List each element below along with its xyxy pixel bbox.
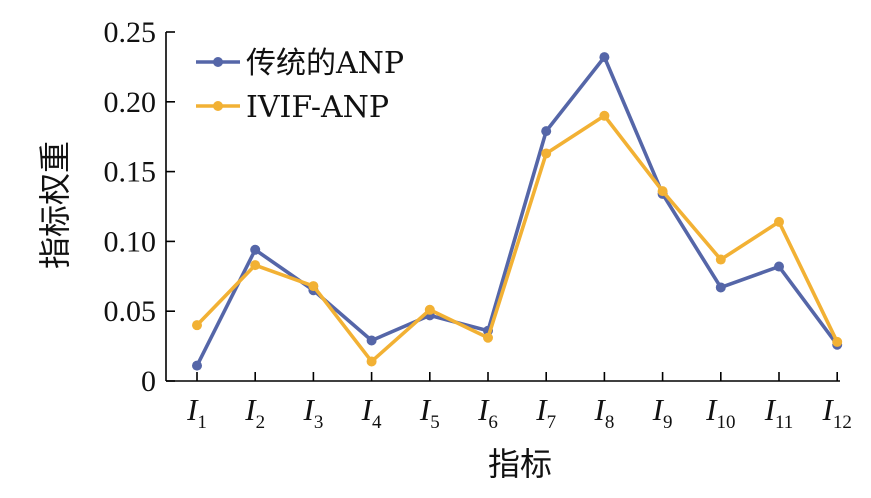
data-point (366, 356, 377, 367)
x-tick-label: I7 (535, 392, 556, 433)
x-tick-label-main: I (822, 392, 835, 427)
data-point (599, 52, 610, 63)
legend-swatch-marker (213, 57, 223, 67)
legend-label: IVIF-ANP (246, 90, 389, 125)
x-tick-label-sub: 1 (197, 412, 207, 433)
data-point (424, 304, 435, 315)
x-tick-label-sub: 2 (256, 412, 266, 433)
data-point (657, 186, 668, 197)
data-point (483, 332, 493, 343)
x-ticks: I1 I2 I3 I4 I5 I6 I7 I8 I9 I10 I11 I12 (186, 372, 852, 433)
x-tick-label-main: I (593, 392, 606, 427)
legend: 传统的ANP IVIF-ANP (196, 46, 404, 125)
data-point (541, 126, 552, 137)
data-point (250, 244, 261, 255)
y-tick-label: 0.20 (104, 86, 157, 119)
y-tick-label: 0.15 (104, 156, 157, 189)
y-tick-label: 0 (141, 365, 156, 398)
data-point (774, 261, 784, 272)
x-tick-label-sub: 10 (716, 412, 735, 433)
x-tick-label: I8 (593, 392, 614, 433)
y-tick-label: 0.10 (104, 225, 157, 258)
x-tick-label: I11 (764, 392, 794, 433)
x-tick-label: I1 (186, 392, 207, 433)
x-tick-label-main: I (419, 392, 432, 427)
data-point (366, 335, 377, 346)
data-point (250, 260, 261, 271)
y-ticks: 0 0.05 0.10 0.15 0.20 0.25 (104, 16, 175, 398)
data-point (715, 254, 726, 265)
x-tick-label: I4 (361, 392, 382, 433)
data-point (774, 216, 784, 227)
x-tick-label-main: I (764, 392, 777, 427)
x-axis-title: 指标 (488, 445, 552, 483)
x-tick-label-main: I (361, 392, 374, 427)
x-tick-label-sub: 9 (663, 412, 673, 433)
data-point (541, 148, 552, 159)
data-point (832, 336, 843, 347)
legend-swatch-marker (213, 101, 223, 111)
data-point (192, 360, 202, 371)
x-tick-label-main: I (244, 392, 257, 427)
x-tick-label: I12 (822, 392, 852, 433)
x-tick-label-main: I (652, 392, 665, 427)
data-point (192, 320, 202, 331)
x-tick-label-sub: 3 (314, 412, 324, 433)
x-tick-label-main: I (186, 392, 199, 427)
x-tick-label-main: I (477, 392, 490, 427)
data-point (715, 282, 726, 293)
axes (165, 32, 840, 382)
data-point (308, 281, 319, 292)
x-tick-label: I10 (705, 392, 735, 433)
series-layer (192, 52, 843, 371)
x-tick-label-sub: 8 (605, 412, 615, 433)
x-tick-label: I3 (302, 392, 323, 433)
y-axis-title: 指标权重 (36, 141, 74, 269)
x-tick-label-main: I (302, 392, 315, 427)
x-tick-label: I2 (244, 392, 265, 433)
x-tick-label: I5 (419, 392, 440, 433)
legend-label: 传统的ANP (246, 46, 404, 81)
series-2 (192, 110, 843, 367)
x-tick-label-sub: 7 (547, 412, 557, 433)
x-tick-label: I9 (652, 392, 673, 433)
y-tick-label: 0.25 (104, 16, 157, 49)
x-tick-label-sub: 6 (488, 412, 498, 433)
x-tick-label-sub: 12 (833, 412, 852, 433)
series-line (195, 113, 839, 364)
x-tick-label-sub: 11 (775, 412, 793, 433)
y-tick-label: 0.05 (104, 295, 157, 328)
x-tick-label-main: I (705, 392, 718, 427)
x-tick-label: I6 (477, 392, 498, 433)
x-tick-label-sub: 5 (430, 412, 440, 433)
data-point (599, 110, 610, 121)
x-tick-label-main: I (535, 392, 548, 427)
x-tick-label-sub: 4 (372, 412, 382, 433)
